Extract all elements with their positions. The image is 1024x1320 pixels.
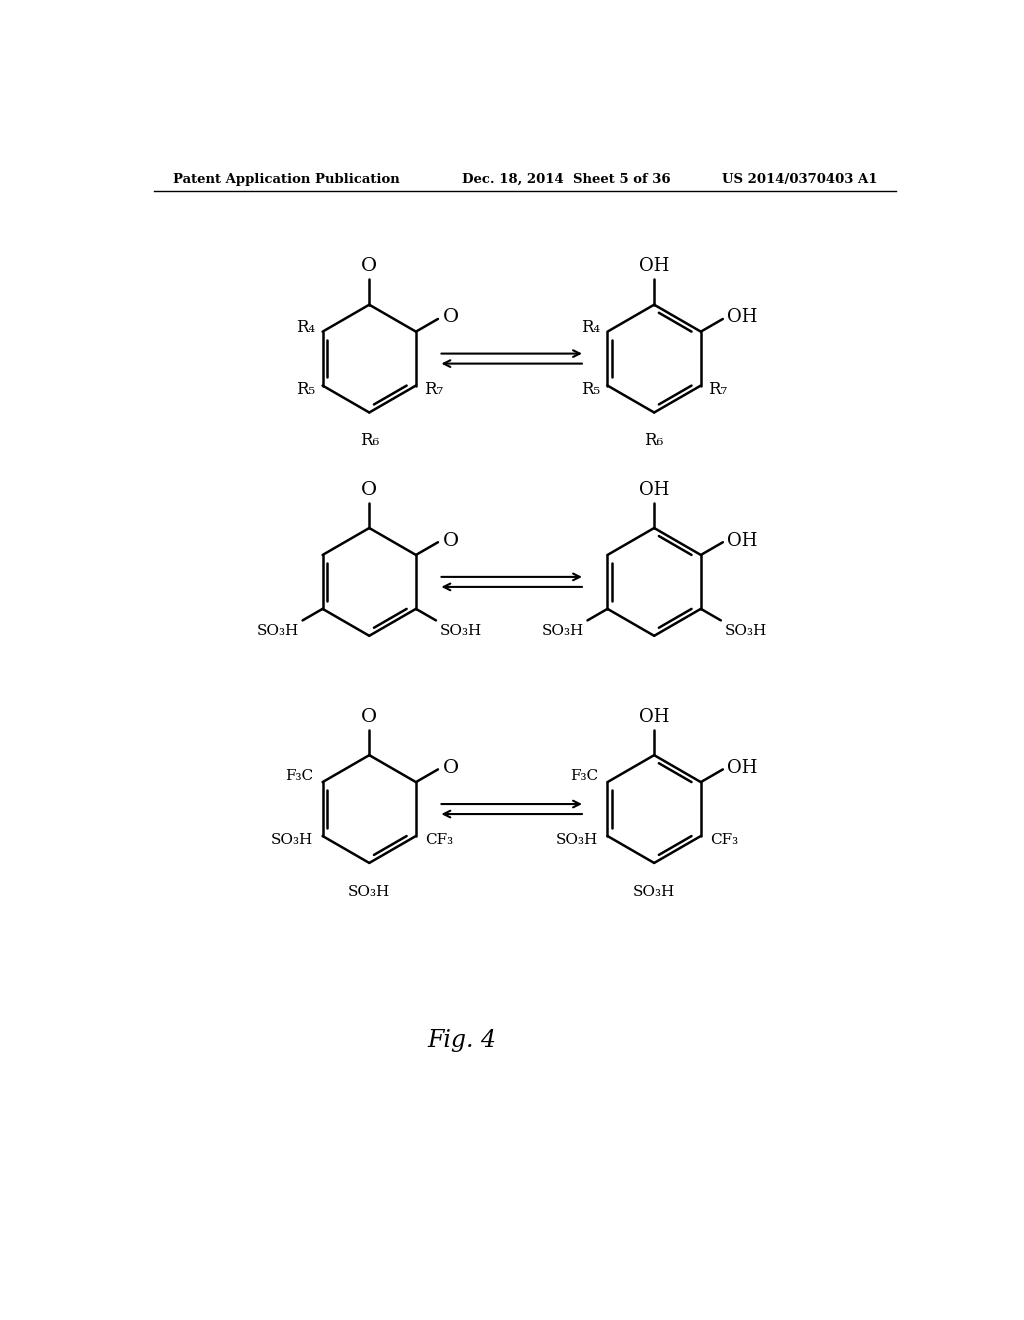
Text: R₅: R₅: [581, 381, 600, 397]
Text: CF₃: CF₃: [710, 833, 738, 847]
Text: O: O: [361, 480, 377, 499]
Text: SO₃H: SO₃H: [725, 624, 767, 639]
Text: R₆: R₆: [644, 432, 664, 449]
Text: F₃C: F₃C: [570, 770, 598, 783]
Text: R₄: R₄: [581, 319, 600, 337]
Text: SO₃H: SO₃H: [256, 624, 299, 639]
Text: CF₃: CF₃: [425, 833, 454, 847]
Text: R₆: R₆: [359, 432, 379, 449]
Text: O: O: [361, 257, 377, 276]
Text: R₇: R₇: [424, 381, 442, 397]
Text: R₅: R₅: [296, 381, 315, 397]
Text: OH: OH: [727, 309, 758, 326]
Text: Patent Application Publication: Patent Application Publication: [173, 173, 399, 186]
Text: OH: OH: [639, 480, 670, 499]
Text: OH: OH: [639, 257, 670, 276]
Text: F₃C: F₃C: [286, 770, 313, 783]
Text: OH: OH: [727, 532, 758, 549]
Text: O: O: [442, 309, 459, 326]
Text: Dec. 18, 2014  Sheet 5 of 36: Dec. 18, 2014 Sheet 5 of 36: [462, 173, 671, 186]
Text: SO₃H: SO₃H: [556, 833, 598, 847]
Text: OH: OH: [639, 708, 670, 726]
Text: O: O: [361, 708, 377, 726]
Text: O: O: [442, 532, 459, 549]
Text: O: O: [442, 759, 459, 777]
Text: R₇: R₇: [709, 381, 728, 397]
Text: Fig. 4: Fig. 4: [427, 1028, 497, 1052]
Text: SO₃H: SO₃H: [542, 624, 584, 639]
Text: SO₃H: SO₃H: [271, 833, 313, 847]
Text: US 2014/0370403 A1: US 2014/0370403 A1: [722, 173, 878, 186]
Text: SO₃H: SO₃H: [439, 624, 482, 639]
Text: R₄: R₄: [296, 319, 315, 337]
Text: SO₃H: SO₃H: [348, 884, 390, 899]
Text: OH: OH: [727, 759, 758, 777]
Text: SO₃H: SO₃H: [633, 884, 675, 899]
